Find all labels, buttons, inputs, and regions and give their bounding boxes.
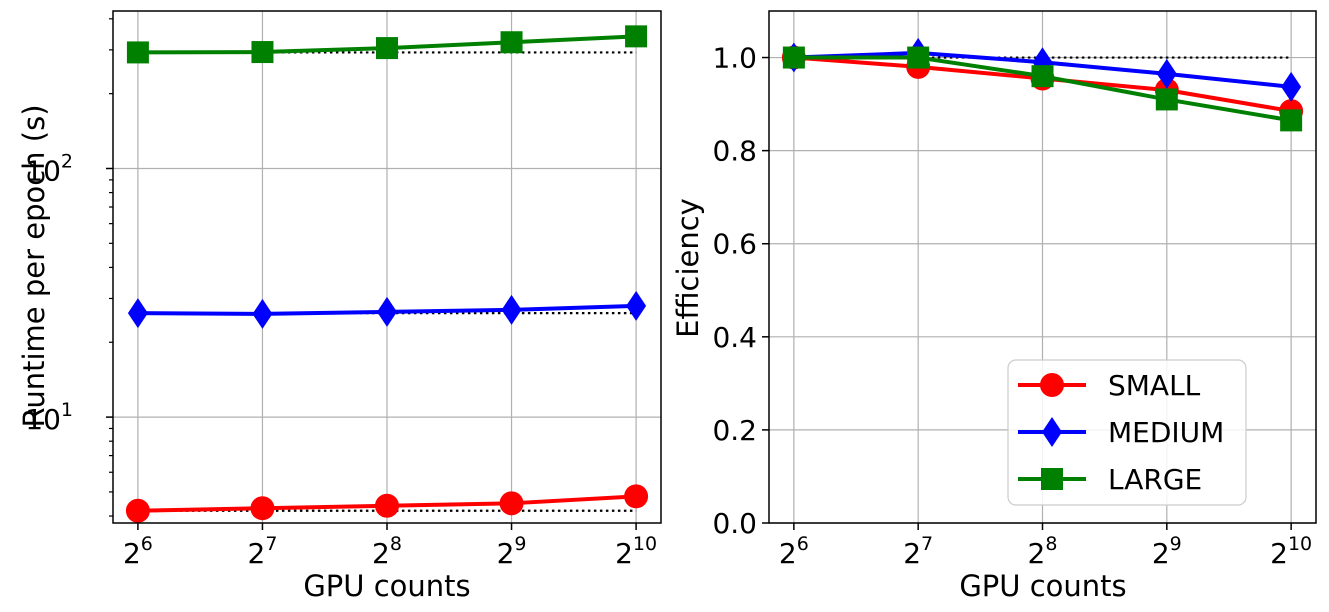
runtime-chart: 26 27 28 29 210 101 102 GPU counts Runtime per… xyxy=(17,10,662,603)
efficiency-y-tick-label: 0.0 xyxy=(712,507,757,540)
runtime-point-small xyxy=(375,493,399,518)
runtime-point-medium xyxy=(127,298,148,329)
runtime-point-large xyxy=(376,37,398,60)
runtime-point-medium xyxy=(501,294,522,325)
runtime-x-tick-label: 26 xyxy=(123,533,153,570)
runtime-point-small xyxy=(624,484,649,509)
legend-box xyxy=(1007,359,1247,506)
runtime-point-medium xyxy=(377,296,397,327)
runtime-x-tick-label: 28 xyxy=(372,533,402,570)
efficiency-y-tick-label: 0.6 xyxy=(712,228,757,261)
efficiency-point-large xyxy=(1031,65,1054,88)
efficiency-x-tick-label: 28 xyxy=(1028,533,1058,570)
runtime-point-large xyxy=(251,41,274,64)
runtime-y-tick-label: 102 xyxy=(25,150,73,187)
efficiency-series-large xyxy=(782,46,1303,132)
runtime-x-tick-label: 27 xyxy=(247,533,277,570)
efficiency-point-large xyxy=(907,46,930,69)
efficiency-point-large xyxy=(1280,109,1303,132)
runtime-series-large xyxy=(126,25,648,64)
runtime-point-small xyxy=(499,491,524,516)
legend-label-medium: MEDIUM xyxy=(1108,416,1224,449)
runtime-x-axis-label: GPU counts xyxy=(303,569,470,603)
efficiency-x-tick-label: 210 xyxy=(1270,533,1312,570)
runtime-series-medium xyxy=(127,290,647,329)
legend-label-large: LARGE xyxy=(1108,463,1202,496)
runtime-y-axis-label: Runtime per epoch (s) xyxy=(17,104,51,427)
runtime-point-large xyxy=(625,25,648,48)
efficiency-y-axis-label: Efficiency xyxy=(671,198,705,338)
efficiency-y-tick-label: 0.8 xyxy=(712,135,757,168)
runtime-point-medium xyxy=(626,290,647,321)
efficiency-y-tick-label: 1.0 xyxy=(712,42,757,75)
legend-marker-medium xyxy=(1042,417,1062,447)
runtime-point-small xyxy=(250,496,275,521)
legend-item-medium: MEDIUM xyxy=(1018,416,1224,449)
legend-item-large: LARGE xyxy=(1018,463,1202,496)
efficiency-point-large xyxy=(782,46,805,69)
efficiency-point-large xyxy=(1155,88,1178,111)
legend-item-small: SMALL xyxy=(1018,369,1201,402)
legend-marker-small xyxy=(1040,373,1064,397)
runtime-x-tick-label: 29 xyxy=(497,533,527,570)
legend-label-small: SMALL xyxy=(1108,369,1201,402)
legend-marker-large xyxy=(1041,468,1063,490)
runtime-point-medium xyxy=(252,298,273,329)
legend: SMALL MEDIUM LARGE xyxy=(1007,359,1247,506)
runtime-y-tick-label: 101 xyxy=(25,399,73,436)
runtime-point-small xyxy=(125,498,150,523)
runtime-point-large xyxy=(126,41,149,64)
efficiency-point-medium xyxy=(1156,58,1177,89)
efficiency-x-tick-label: 29 xyxy=(1152,533,1182,570)
runtime-point-large xyxy=(500,31,523,54)
runtime-series-small xyxy=(125,484,649,523)
efficiency-x-tick-label: 27 xyxy=(903,533,933,570)
efficiency-x-axis-label: GPU counts xyxy=(959,569,1126,603)
efficiency-y-tick-label: 0.4 xyxy=(712,321,757,354)
efficiency-point-medium xyxy=(1281,71,1302,102)
efficiency-y-tick-label: 0.2 xyxy=(712,414,757,447)
efficiency-chart: 26 27 28 29 210 0.0 0.2 0.4 0.6 0.8 1.0 GPU counts… xyxy=(671,10,1317,603)
efficiency-x-tick-label: 26 xyxy=(779,533,809,570)
runtime-x-tick-label: 210 xyxy=(615,533,657,570)
